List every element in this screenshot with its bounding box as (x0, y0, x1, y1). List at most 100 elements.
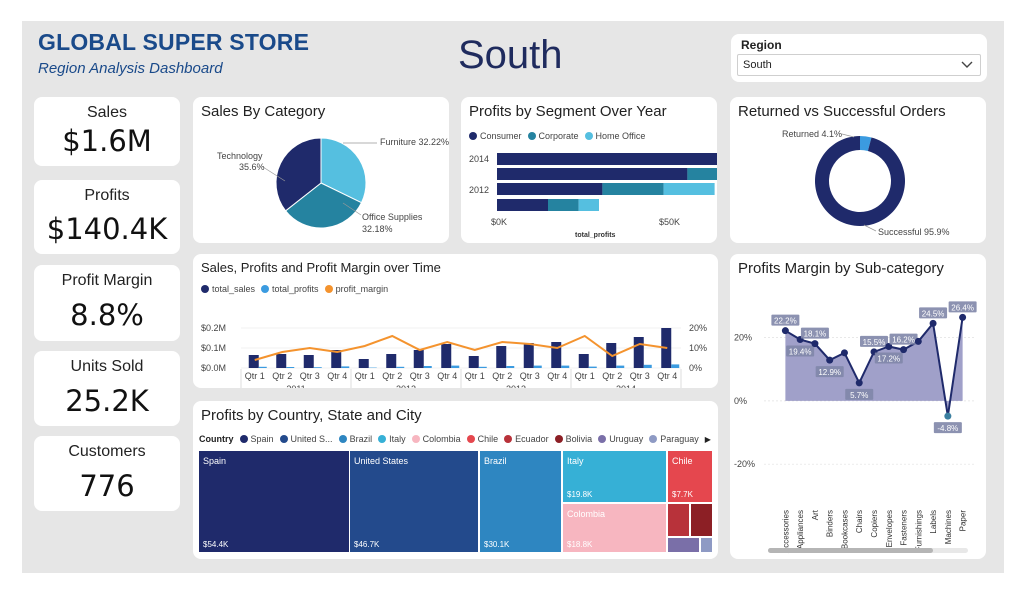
margin-point[interactable] (840, 349, 848, 357)
sales-bar[interactable] (413, 350, 424, 368)
profit-bar[interactable] (451, 365, 460, 368)
segment-bar-corporate[interactable] (602, 183, 664, 195)
sales-bar[interactable] (358, 359, 369, 368)
kpi-label: Profit Margin (61, 272, 153, 289)
legend-item-profit-margin[interactable]: profit_margin (324, 284, 388, 294)
segment-bar-home-office[interactable] (578, 199, 599, 211)
sales-profits-time-card: Sales, Profits and Profit Margin over Ti… (193, 254, 718, 388)
sales-bar[interactable] (248, 355, 259, 368)
legend-item-brazil[interactable]: Brazil (338, 434, 372, 444)
sales-bar[interactable] (496, 346, 507, 368)
margin-point[interactable] (900, 346, 908, 354)
profit-bar[interactable] (533, 365, 542, 368)
treemap-tile-united-states[interactable]: United States $46.7K (350, 451, 478, 552)
profit-bar[interactable] (286, 367, 295, 368)
margin-point[interactable] (959, 313, 967, 321)
legend-next-arrow-icon[interactable]: ▶ (704, 434, 711, 444)
profit-bar[interactable] (506, 366, 515, 368)
profit-bar[interactable] (478, 366, 487, 368)
scrollbar-thumb[interactable] (768, 548, 933, 553)
profit-bar[interactable] (588, 366, 597, 368)
pie-slice-technology[interactable] (275, 137, 322, 212)
sales-bar[interactable] (303, 355, 314, 368)
sales-bar[interactable] (551, 342, 562, 368)
margin-point[interactable] (781, 327, 789, 335)
donut-slice-returned[interactable] (860, 136, 872, 152)
legend-item-total-sales[interactable]: total_sales (201, 284, 255, 294)
card-title: Sales By Category (201, 103, 326, 120)
legend-item-colombia[interactable]: Colombia (411, 434, 461, 444)
profit-bar[interactable] (561, 365, 570, 368)
treemap-tile-spain[interactable]: Spain $54.4K (199, 451, 349, 552)
segment-bar-home-office[interactable] (663, 183, 715, 195)
treemap-tile-small[interactable] (691, 504, 712, 536)
sales-bar[interactable] (276, 354, 287, 368)
segment-bar-consumer[interactable] (497, 153, 717, 165)
pie-slice-office-supplies[interactable] (284, 182, 363, 229)
profit-bar[interactable] (616, 365, 625, 368)
profit-bar[interactable] (423, 366, 432, 368)
category-tick-label: Binders (826, 510, 835, 537)
sales-bar[interactable] (331, 350, 342, 368)
sales-bar[interactable] (578, 354, 589, 368)
legend-item-bolivia[interactable]: Bolivia (554, 434, 592, 444)
margin-point[interactable] (811, 340, 819, 348)
quarter-tick-label: Qtr 4 (657, 371, 677, 381)
profit-bar[interactable] (671, 364, 680, 368)
quarter-tick-label: Qtr 3 (630, 371, 650, 381)
treemap-tile-small[interactable] (701, 538, 712, 552)
sales-bar[interactable] (441, 344, 452, 368)
y-left-tick-label: $0.0M (201, 363, 226, 373)
sales-bar[interactable] (386, 354, 397, 368)
legend-item-paraguay[interactable]: Paraguay (649, 434, 699, 444)
data-label-bg (845, 388, 874, 400)
profit-bar[interactable] (396, 366, 405, 368)
horizontal-scrollbar[interactable] (768, 548, 968, 553)
legend-item-consumer[interactable]: Consumer (469, 131, 522, 141)
sales-bar[interactable] (633, 337, 644, 368)
donut-slice-successful[interactable] (815, 136, 905, 226)
chevron-down-icon[interactable] (960, 58, 974, 72)
legend-item-ecuador[interactable]: Ecuador (504, 434, 549, 444)
profit-bar[interactable] (643, 364, 652, 368)
treemap-tile-colombia[interactable]: Colombia $18.8K (563, 504, 666, 552)
profit-bar[interactable] (341, 366, 350, 368)
legend-item-total-profits[interactable]: total_profits (261, 284, 319, 294)
treemap-tile-brazil[interactable]: Brazil $30.1K (480, 451, 561, 552)
sales-bar[interactable] (523, 343, 534, 368)
margin-point[interactable] (929, 319, 937, 327)
legend-item-spain[interactable]: Spain (239, 434, 274, 444)
segment-bar-corporate[interactable] (687, 168, 717, 180)
legend-item-united-s-[interactable]: United S... (279, 434, 333, 444)
legend-title: Country (199, 434, 234, 444)
margin-point[interactable] (885, 342, 893, 350)
region-dropdown[interactable]: South (737, 54, 981, 76)
sales-bar[interactable] (468, 356, 479, 368)
treemap-tile-italy[interactable]: Italy $19.8K (563, 451, 666, 502)
legend-item-italy[interactable]: Italy (378, 434, 406, 444)
margin-point[interactable] (826, 356, 834, 364)
legend-dot-icon (279, 435, 288, 443)
profit-margin-line[interactable] (254, 334, 668, 361)
segment-bar-consumer[interactable] (497, 168, 688, 180)
treemap-tile-small[interactable] (668, 504, 689, 536)
profit-bar[interactable] (258, 366, 267, 368)
segment-bar-consumer[interactable] (497, 199, 548, 211)
kpi-value: $140.4K (46, 212, 168, 246)
year-tick-label: 2011 (286, 384, 305, 388)
profit-bar[interactable] (313, 367, 322, 368)
treemap-tile-chile[interactable]: Chile $7.7K (668, 451, 712, 502)
legend-item-uruguay[interactable]: Uruguay (598, 434, 643, 444)
legend-item-home-office[interactable]: Home Office (584, 131, 645, 141)
legend-item-chile[interactable]: Chile (466, 434, 498, 444)
segment-bar-corporate[interactable] (548, 199, 579, 211)
kpi-label: Sales (86, 104, 128, 121)
segment-bar-consumer[interactable] (497, 183, 603, 195)
margin-point[interactable] (855, 379, 863, 387)
legend-item-corporate[interactable]: Corporate (527, 131, 579, 141)
pie-slice-furniture[interactable] (320, 137, 367, 204)
margin-point[interactable] (914, 337, 922, 345)
tile-label: Colombia (567, 509, 606, 519)
treemap-tile-small[interactable] (668, 538, 699, 552)
margin-point[interactable] (944, 412, 952, 420)
